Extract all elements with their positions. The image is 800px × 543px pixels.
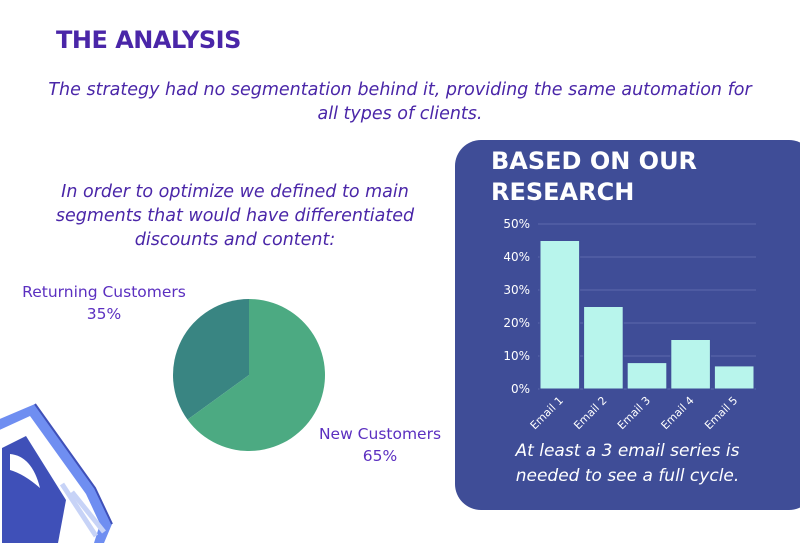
bar-email-3 xyxy=(626,362,668,390)
pie-slice-new-customers xyxy=(187,299,325,451)
pie-slice-returning-customers xyxy=(173,299,249,420)
pie-label-new: New Customers 65% xyxy=(305,423,455,467)
bar-email-2 xyxy=(583,306,624,390)
y-tick-label: 50% xyxy=(503,217,530,231)
y-tick-label: 0% xyxy=(511,382,530,396)
y-tick-label: 30% xyxy=(503,283,530,297)
x-tick-label: Email 4 xyxy=(659,394,697,432)
bar-email-4 xyxy=(670,339,711,390)
y-tick-label: 20% xyxy=(503,316,530,330)
intro-text: The strategy had no segmentation behind … xyxy=(48,80,752,124)
pie-label-returning-name: Returning Customers xyxy=(22,283,186,301)
pie-label-new-name: New Customers xyxy=(318,425,442,443)
panel-title: BASED ON OUR RESEARCH xyxy=(491,147,698,206)
y-tick-label: 40% xyxy=(503,250,530,264)
x-tick-label: Email 3 xyxy=(615,394,653,432)
pie-label-returning: Returning Customers 35% xyxy=(14,281,194,325)
bar-email-1 xyxy=(539,240,581,390)
pie-label-returning-value: 35% xyxy=(86,305,122,323)
page-title: THE ANALYSIS xyxy=(56,26,241,54)
x-tick-label: Email 1 xyxy=(528,394,566,432)
segments-text: In order to optimize we defined to main … xyxy=(55,182,415,250)
x-tick-label: Email 2 xyxy=(571,394,609,432)
x-tick-label: Email 5 xyxy=(702,394,740,432)
segments-pie-chart xyxy=(173,299,325,451)
bar-email-5 xyxy=(713,365,755,390)
y-tick-label: 10% xyxy=(503,349,530,363)
research-panel xyxy=(455,140,800,510)
pie-label-new-value: 65% xyxy=(362,447,398,465)
megaphone-icon xyxy=(0,403,113,543)
panel-note: At least a 3 email series is needed to s… xyxy=(515,441,740,486)
